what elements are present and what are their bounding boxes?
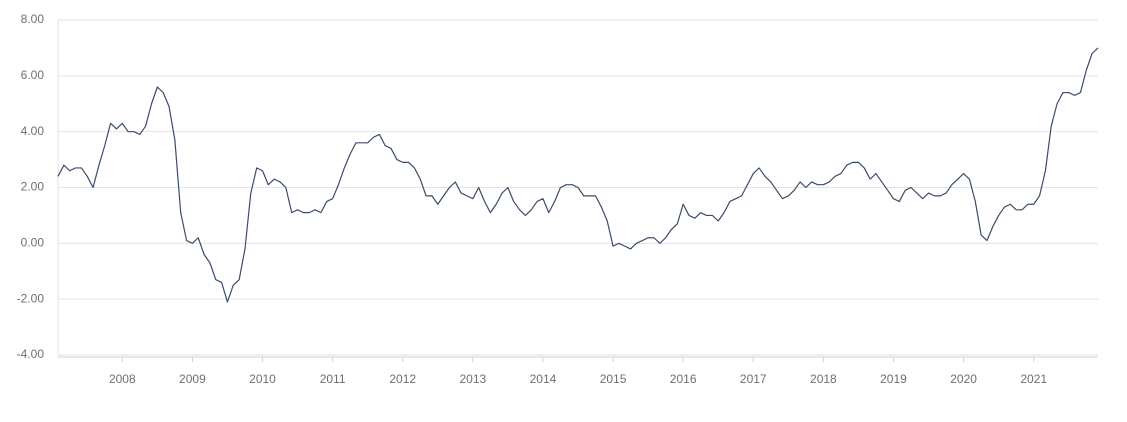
x-tick-label: 2012 — [389, 372, 416, 386]
x-tick-label: 2009 — [179, 372, 206, 386]
y-tick-label: 6.00 — [21, 68, 45, 82]
x-tick-label: 2016 — [670, 372, 697, 386]
x-tick-label: 2020 — [950, 372, 977, 386]
y-tick-label: -4.00 — [17, 347, 45, 361]
y-tick-label: 2.00 — [21, 180, 45, 194]
x-tick-label: 2011 — [320, 372, 346, 386]
y-tick-label: 8.00 — [21, 12, 45, 26]
x-tick-label: 2008 — [109, 372, 136, 386]
x-tick-label: 2021 — [1020, 372, 1047, 386]
x-tick-label: 2014 — [530, 372, 557, 386]
x-tick-label: 2010 — [249, 372, 276, 386]
x-tick-label: 2013 — [459, 372, 486, 386]
x-tick-label: 2015 — [600, 372, 627, 386]
y-tick-label: 4.00 — [21, 124, 45, 138]
y-tick-label: 0.00 — [21, 236, 45, 250]
x-tick-label: 2018 — [810, 372, 837, 386]
x-tick-label: 2017 — [740, 372, 767, 386]
line — [57, 47, 1099, 303]
y-tick-label: -2.00 — [17, 291, 45, 305]
x-tick-label: 2019 — [880, 372, 907, 386]
